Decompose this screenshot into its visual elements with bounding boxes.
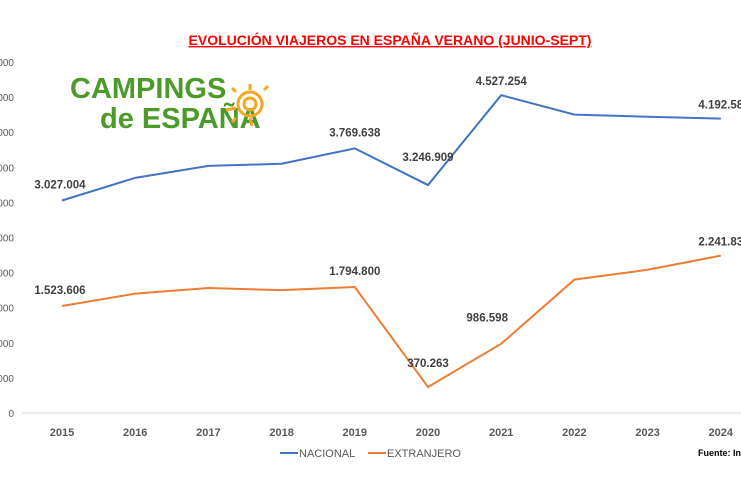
y-tick-label: 4.500.000 xyxy=(0,93,14,104)
data-label: 4.192.58 xyxy=(698,100,741,112)
x-tick-label: 2017 xyxy=(196,427,220,439)
x-tick-label: 2019 xyxy=(343,427,367,439)
y-tick-label: 5.000.000 xyxy=(0,58,14,69)
logo-line2: de ESPAÑA xyxy=(100,101,261,135)
x-tick-label: 2023 xyxy=(635,427,659,439)
y-tick-label: 0 xyxy=(8,409,14,420)
data-label: 4.527.254 xyxy=(476,76,528,88)
x-tick-label: 2022 xyxy=(562,427,586,439)
legend-extranjero: EXTRANJERO xyxy=(387,448,461,460)
data-label: 1.794.800 xyxy=(329,266,380,278)
logo-line1: CAMPINGS xyxy=(70,73,226,105)
series-line-extranjero xyxy=(61,254,721,389)
legend: NACIONAL EXTRANJERO xyxy=(280,448,461,460)
data-label: 370.263 xyxy=(407,358,449,370)
legend-nacional: NACIONAL xyxy=(299,448,355,460)
data-label: 3.027.004 xyxy=(34,180,86,192)
sun-icon xyxy=(225,84,270,127)
x-tick-label: 2018 xyxy=(269,427,293,439)
data-label: 2.241.83 xyxy=(698,237,741,249)
x-tick-label: 2015 xyxy=(50,427,74,439)
data-label: 3.246.909 xyxy=(402,152,453,164)
y-tick-label: 2.500.000 xyxy=(0,234,14,245)
y-tick-label: 4.000.000 xyxy=(0,128,14,139)
y-tick-label: 1.000.000 xyxy=(0,339,14,350)
x-tick-label: 2020 xyxy=(416,427,440,439)
y-tick-label: 500.000 xyxy=(0,374,14,385)
source-note: Fuente: In xyxy=(698,448,741,458)
chart-title: EVOLUCIÓN VIAJEROS EN ESPAÑA VERANO (JUN… xyxy=(189,31,592,48)
data-label: 3.769.638 xyxy=(329,127,381,139)
y-tick-label: 1.500.000 xyxy=(0,304,14,315)
x-tick-label: 2024 xyxy=(709,427,734,439)
y-tick-label: 3.000.000 xyxy=(0,198,14,209)
y-tick-label: 2.000.000 xyxy=(0,269,14,280)
data-label: 1.523.606 xyxy=(34,285,85,297)
y-tick-label: 3.500.000 xyxy=(0,163,14,174)
x-tick-label: 2016 xyxy=(123,427,147,439)
logo: CAMPINGS de ESPAÑA xyxy=(70,73,270,135)
data-label: 986.598 xyxy=(466,313,508,325)
x-tick-label: 2021 xyxy=(489,427,513,439)
series-line-nacional xyxy=(61,94,721,202)
